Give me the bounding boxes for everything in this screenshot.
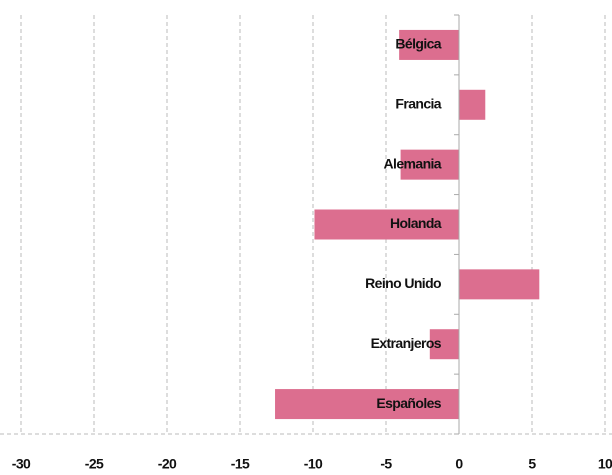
x-tick-label: -20 [158,456,177,472]
category-label: Reino Unido [365,275,441,291]
category-label: Bélgica [395,36,441,52]
category-label: Extranjeros [371,335,442,351]
x-tick-label: -25 [85,456,104,472]
x-tick-label: -10 [304,456,323,472]
bar [459,89,486,120]
bar [459,269,540,300]
category-label: Holanda [390,215,442,231]
bar [314,209,459,240]
bar [275,389,459,420]
x-tick-label: 0 [455,456,463,472]
category-label: Alemania [384,155,442,171]
x-tick-label: 5 [528,456,536,472]
bar [400,149,459,180]
x-tick-label: -15 [231,456,250,472]
x-tick-label: 10 [598,456,612,472]
bar [429,329,459,360]
category-label: Francia [395,95,441,111]
x-tick-label: -5 [380,456,392,472]
category-label: Españoles [376,395,441,411]
x-tick-label: -30 [12,456,31,472]
bar [399,29,459,60]
